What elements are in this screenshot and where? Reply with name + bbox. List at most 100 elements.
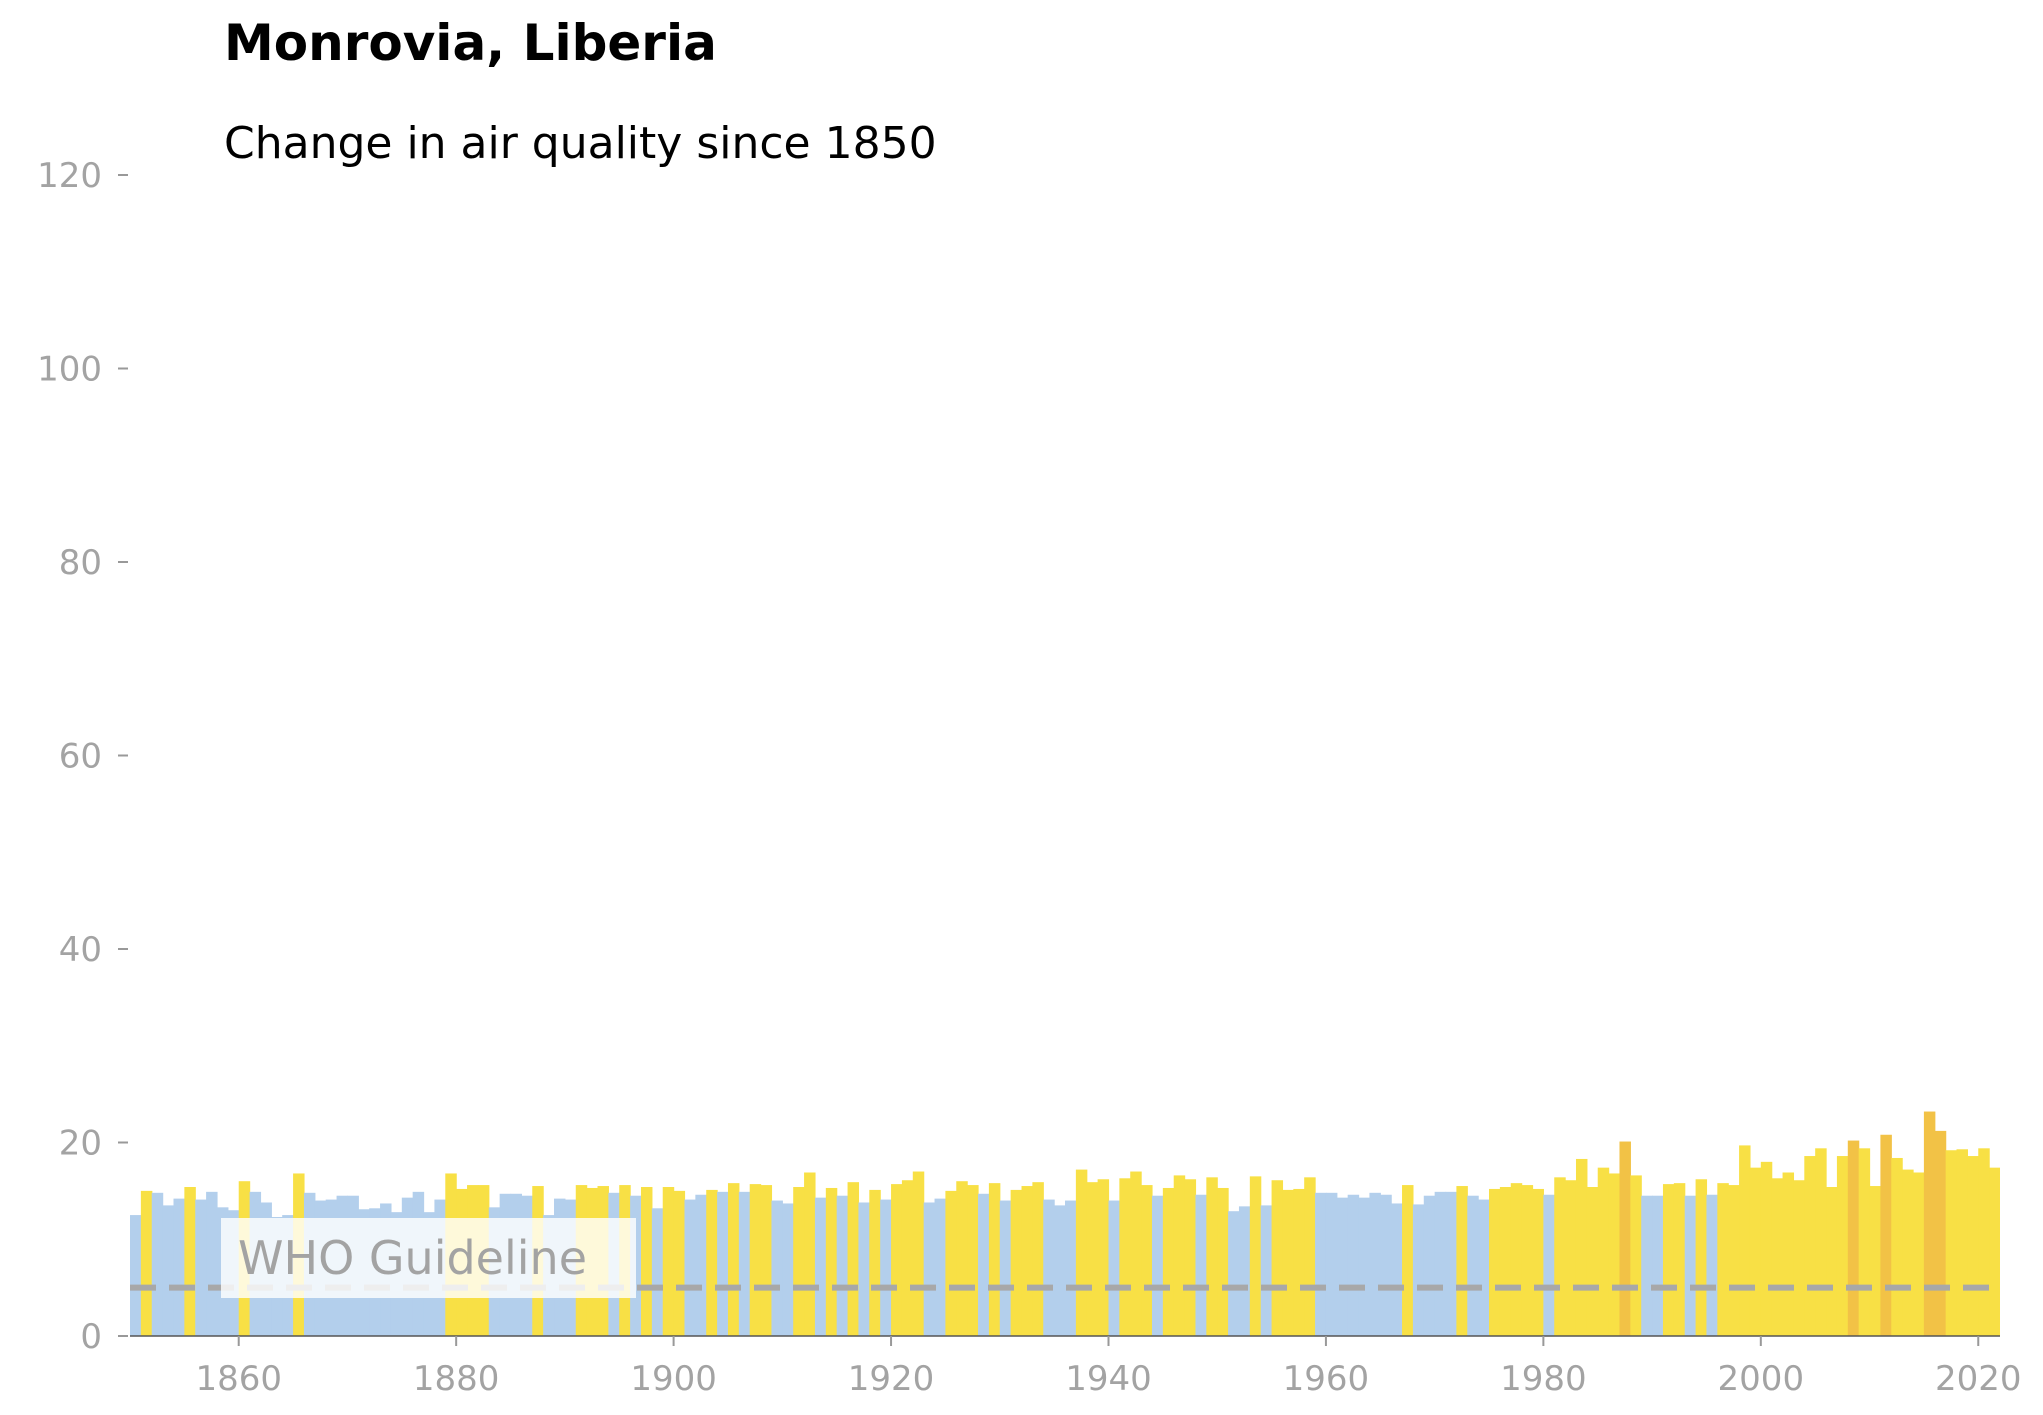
x-axis: 1860 1880 1900 1920 1940 1960 1980 2000 2020 (130, 1335, 2022, 1399)
bar-1940 (1108, 1200, 1120, 1336)
bar-1927 (967, 1185, 979, 1336)
bar-1907 (749, 1184, 762, 1336)
y-tick-label-120: 120 (37, 156, 102, 196)
bar-1972 (1456, 1186, 1468, 1336)
bar-2019 (1967, 1156, 1979, 1336)
bar-1977 (1510, 1183, 1523, 1336)
bar-1936 (1065, 1200, 1077, 1336)
bar-1905 (727, 1183, 740, 1336)
bar-1942 (1130, 1171, 1142, 1336)
bar-2006 (1826, 1187, 1838, 1336)
bar-1921 (901, 1180, 914, 1336)
bar-1922 (912, 1171, 925, 1336)
bar-1897 (640, 1187, 653, 1336)
bar-2008 (1847, 1140, 1860, 1336)
bar-1969 (1423, 1195, 1436, 1336)
bar-1949 (1206, 1177, 1218, 1336)
bar-1935 (1054, 1205, 1066, 1336)
bar-1965 (1380, 1194, 1392, 1336)
bar-1992 (1673, 1183, 1686, 1336)
bar-1945 (1162, 1187, 1175, 1336)
bar-1983 (1575, 1158, 1588, 1336)
bar-1854 (173, 1198, 185, 1336)
bar-1932 (1021, 1186, 1033, 1336)
bar-1980 (1543, 1194, 1555, 1336)
bar-2020 (1978, 1148, 1990, 1336)
bar-1989 (1641, 1195, 1653, 1336)
bar-1937 (1075, 1169, 1088, 1336)
bar-1973 (1467, 1195, 1479, 1336)
y-tick-label-100: 100 (37, 350, 102, 390)
bar-2012 (1891, 1157, 1903, 1336)
bar-2009 (1858, 1148, 1871, 1336)
bar-1903 (706, 1189, 718, 1336)
y-tick-label-40: 40 (59, 930, 102, 970)
x-tick-label-1960: 1960 (1283, 1359, 1370, 1399)
bar-2004 (1804, 1156, 1816, 1336)
who-guideline: WHO Guideline (130, 1218, 2000, 1298)
bar-1971 (1445, 1191, 1457, 1336)
bar-1908 (760, 1185, 773, 1336)
bar-2013 (1902, 1169, 1914, 1336)
bar-1910 (782, 1203, 794, 1336)
bar-1851 (140, 1190, 153, 1336)
guideline-label: WHO Guideline (238, 1231, 587, 1285)
bar-1991 (1662, 1184, 1675, 1336)
bar-1933 (1032, 1182, 1044, 1336)
bar-1951 (1228, 1211, 1240, 1336)
bar-1994 (1695, 1179, 1708, 1336)
bar-2018 (1956, 1149, 1968, 1336)
bar-1918 (869, 1189, 881, 1336)
bar-1999 (1749, 1167, 1762, 1336)
x-tick-label-2020: 2020 (1935, 1359, 2022, 1399)
bar-1990 (1652, 1195, 1664, 1336)
bar-2003 (1793, 1180, 1805, 1336)
x-tick-label-2000: 2000 (1718, 1359, 1805, 1399)
bar-1916 (847, 1182, 860, 1336)
bar-2000 (1760, 1161, 1773, 1336)
bar-1976 (1499, 1187, 1512, 1336)
bar-1961 (1336, 1197, 1349, 1336)
bar-1946 (1173, 1175, 1186, 1336)
bar-2014 (1913, 1172, 1925, 1336)
bar-1958 (1304, 1177, 1316, 1336)
bar-1914 (825, 1187, 838, 1336)
x-tick-label-1920: 1920 (848, 1359, 935, 1399)
bar-2001 (1771, 1178, 1784, 1336)
bar-1941 (1119, 1178, 1131, 1336)
bar-1993 (1684, 1195, 1697, 1336)
bar-1931 (1010, 1189, 1023, 1336)
bar-1975 (1489, 1188, 1501, 1336)
bar-1899 (662, 1187, 675, 1336)
bar-1852 (151, 1192, 164, 1336)
bar-1997 (1728, 1185, 1740, 1336)
x-tick-label-1940: 1940 (1065, 1359, 1152, 1399)
bar-1995 (1706, 1194, 1718, 1336)
bar-1901 (684, 1199, 696, 1336)
bar-2017 (1945, 1150, 1958, 1336)
bar-1938 (1086, 1182, 1099, 1336)
bar-1955 (1271, 1180, 1284, 1336)
bar-1928 (978, 1193, 990, 1336)
y-tick-label-20: 20 (59, 1124, 102, 1164)
bar-1962 (1347, 1194, 1360, 1336)
bar-1950 (1217, 1187, 1229, 1336)
bar-2015 (1923, 1111, 1936, 1336)
bar-1988 (1630, 1175, 1642, 1336)
bar-1929 (988, 1183, 1001, 1336)
bar-1957 (1293, 1188, 1305, 1336)
bar-1912 (804, 1172, 816, 1336)
x-tick-label-1980: 1980 (1500, 1359, 1587, 1399)
bar-1923 (923, 1202, 936, 1336)
bar-1978 (1521, 1185, 1534, 1336)
bar-1900 (673, 1190, 686, 1336)
bar-1979 (1532, 1188, 1544, 1336)
bar-1960 (1325, 1192, 1338, 1336)
bar-1996 (1717, 1183, 1729, 1336)
bar-1857 (206, 1191, 218, 1336)
bar-1968 (1412, 1204, 1425, 1336)
bar-1902 (695, 1194, 707, 1336)
chart-title: Monrovia, Liberia (224, 14, 717, 72)
x-tick-label-1860: 1860 (195, 1359, 282, 1399)
y-tick-label-80: 80 (59, 543, 102, 583)
